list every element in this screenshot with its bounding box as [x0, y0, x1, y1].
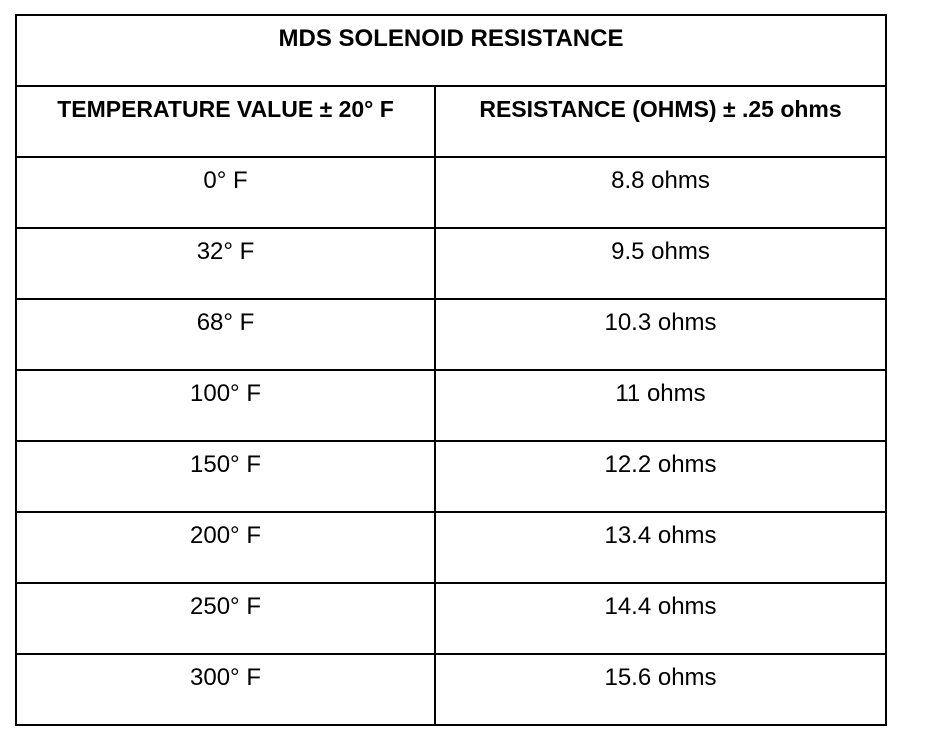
resistance-cell: 8.8 ohms [433, 156, 888, 229]
table-body: 0° F 8.8 ohms 32° F 9.5 ohms 68° F 10.3 ohms 1… [15, 156, 888, 726]
resistance-cell: 15.6 ohms [433, 653, 888, 726]
temperature-cell: 68° F [15, 298, 436, 371]
temperature-cell: 32° F [15, 227, 436, 300]
resistance-table: MDS SOLENOID RESISTANCE TEMPERATURE VALU… [14, 14, 888, 726]
resistance-cell: 9.5 ohms [433, 227, 888, 300]
temperature-cell: 100° F [15, 369, 436, 442]
title-row: MDS SOLENOID RESISTANCE [14, 14, 888, 87]
resistance-cell: 12.2 ohms [433, 440, 888, 513]
resistance-cell: 10.3 ohms [433, 298, 888, 371]
temperature-cell: 200° F [15, 511, 436, 584]
column-header: TEMPERATURE VALUE ± 20° F [15, 85, 436, 158]
resistance-cell: 11 ohms [433, 369, 888, 442]
column-header: RESISTANCE (OHMS) ± .25 ohms [433, 85, 888, 158]
resistance-cell: 14.4 ohms [433, 582, 888, 655]
resistance-cell: 13.4 ohms [433, 511, 888, 584]
table-row: 150° F 12.2 ohms [15, 440, 888, 513]
table-row: 100° F 11 ohms [15, 369, 888, 442]
table-row: 32° F 9.5 ohms [15, 227, 888, 300]
table-title: MDS SOLENOID RESISTANCE [14, 14, 888, 87]
temperature-cell: 0° F [15, 156, 436, 229]
table-row: 0° F 8.8 ohms [15, 156, 888, 229]
temperature-cell: 150° F [15, 440, 436, 513]
temperature-cell: 300° F [15, 653, 436, 726]
temperature-cell: 250° F [15, 582, 436, 655]
table-row: 200° F 13.4 ohms [15, 511, 888, 584]
table-row: 68° F 10.3 ohms [15, 298, 888, 371]
table-row: 250° F 14.4 ohms [15, 582, 888, 655]
table-row: 300° F 15.6 ohms [15, 653, 888, 726]
header-row: TEMPERATURE VALUE ± 20° F RESISTANCE (OH… [15, 85, 888, 158]
